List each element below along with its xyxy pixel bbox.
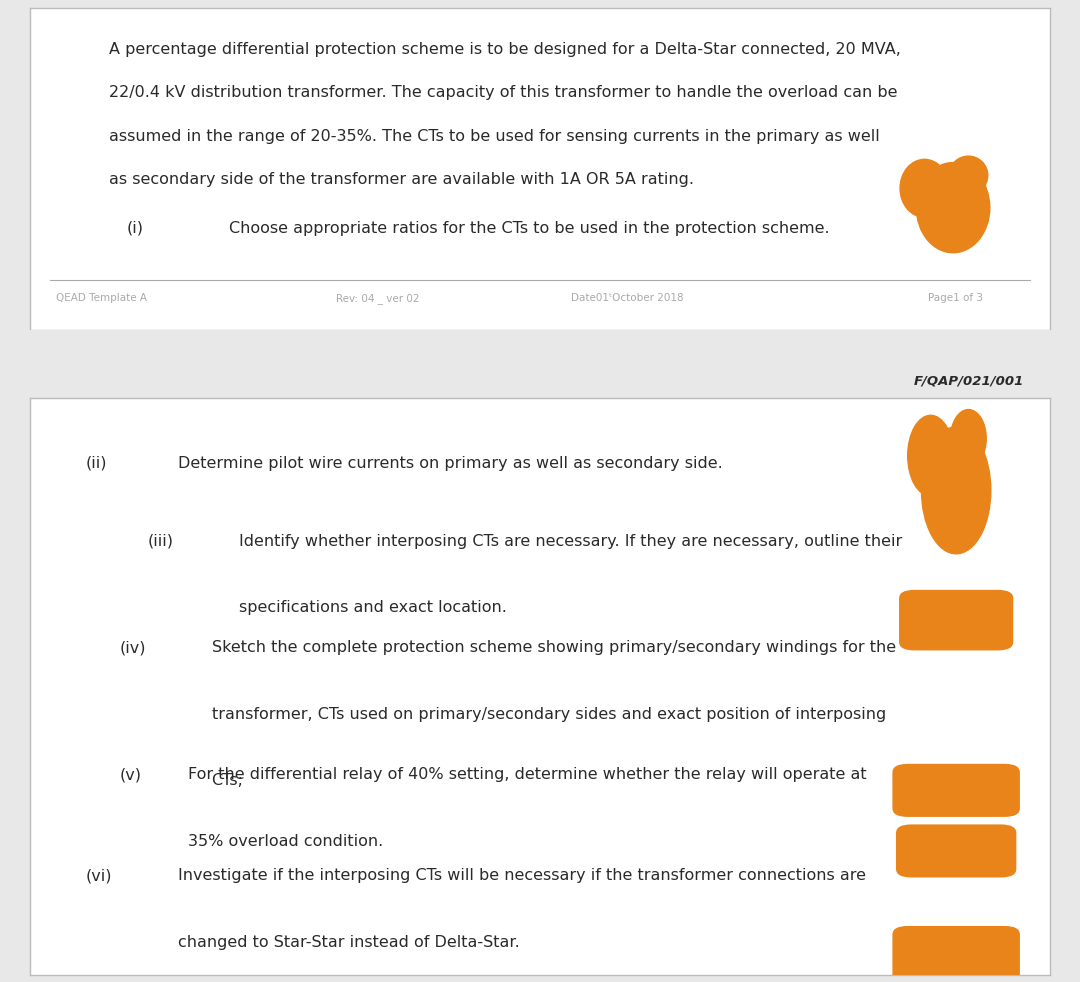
Text: Identify whether interposing CTs are necessary. If they are necessary, outline t: Identify whether interposing CTs are nec… (239, 533, 903, 549)
Text: (iv): (iv) (120, 640, 146, 655)
Text: specifications and exact location.: specifications and exact location. (239, 600, 507, 615)
Text: F/QAP/021/001: F/QAP/021/001 (914, 375, 1025, 388)
Text: 35% overload condition.: 35% overload condition. (188, 834, 383, 848)
Ellipse shape (900, 159, 949, 217)
Text: Date01ᵗOctober 2018: Date01ᵗOctober 2018 (570, 293, 684, 303)
Text: Page1 of 3: Page1 of 3 (928, 293, 983, 303)
FancyBboxPatch shape (899, 590, 1013, 650)
Text: For the differential relay of 40% setting, determine whether the relay will oper: For the differential relay of 40% settin… (188, 767, 867, 783)
Text: transformer, CTs used on primary/secondary sides and exact position of interposi: transformer, CTs used on primary/seconda… (212, 707, 886, 722)
Ellipse shape (907, 415, 954, 496)
Text: assumed in the range of 20-35%. The CTs to be used for sensing currents in the p: assumed in the range of 20-35%. The CTs … (108, 129, 879, 143)
Text: QEAD Template A: QEAD Template A (55, 293, 147, 303)
Text: (i): (i) (127, 221, 144, 236)
FancyBboxPatch shape (892, 926, 1020, 982)
Text: 22/0.4 kV distribution transformer. The capacity of this transformer to handle t: 22/0.4 kV distribution transformer. The … (108, 85, 897, 100)
Text: A percentage differential protection scheme is to be designed for a Delta-Star c: A percentage differential protection sch… (108, 42, 901, 57)
Text: (v): (v) (120, 767, 141, 783)
Text: as secondary side of the transformer are available with 1A OR 5A rating.: as secondary side of the transformer are… (108, 172, 693, 188)
Text: Determine pilot wire currents on primary as well as secondary side.: Determine pilot wire currents on primary… (178, 456, 723, 470)
Text: Choose appropriate ratios for the CTs to be used in the protection scheme.: Choose appropriate ratios for the CTs to… (229, 221, 829, 236)
Ellipse shape (949, 156, 988, 194)
Text: Investigate if the interposing CTs will be necessary if the transformer connecti: Investigate if the interposing CTs will … (178, 868, 866, 883)
FancyBboxPatch shape (896, 825, 1016, 878)
Ellipse shape (916, 163, 990, 252)
FancyBboxPatch shape (892, 764, 1020, 817)
Text: changed to Star-Star instead of Delta-Star.: changed to Star-Star instead of Delta-St… (178, 935, 519, 950)
Ellipse shape (921, 427, 990, 554)
Text: (ii): (ii) (86, 456, 108, 470)
Text: CTs;: CTs; (212, 773, 244, 788)
Ellipse shape (950, 409, 986, 467)
Text: Rev: 04 _ ver 02: Rev: 04 _ ver 02 (336, 293, 419, 303)
Text: (vi): (vi) (86, 868, 112, 883)
Text: Sketch the complete protection scheme showing primary/secondary windings for the: Sketch the complete protection scheme sh… (212, 640, 895, 655)
Text: (iii): (iii) (147, 533, 173, 549)
